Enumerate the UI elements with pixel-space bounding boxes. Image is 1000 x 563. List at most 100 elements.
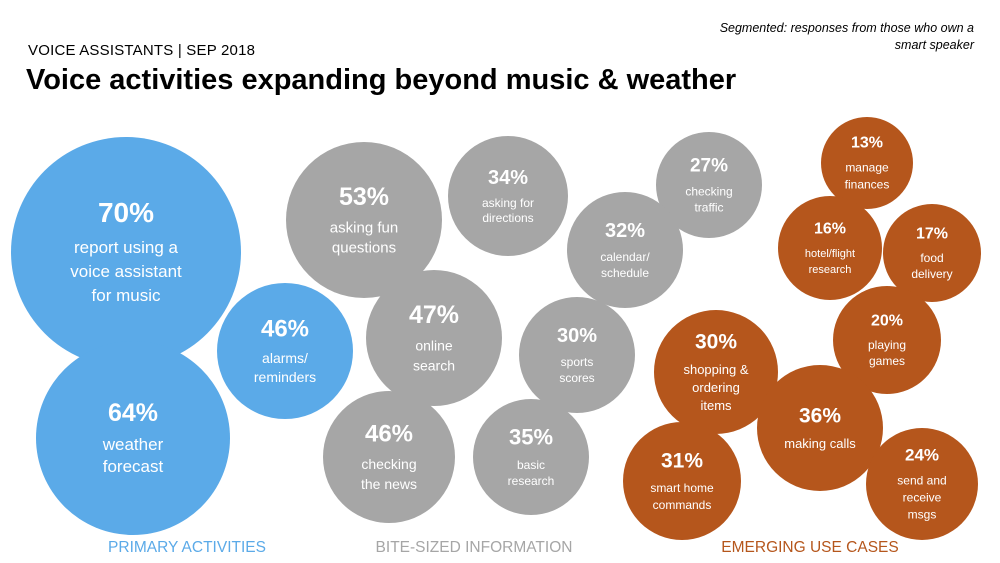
bubble-circle [833, 286, 941, 394]
bubble-circle [654, 310, 778, 434]
bubble: 31% smart home commands [623, 422, 741, 540]
bubble-circle [473, 399, 589, 515]
bubble-value-label: 53% [339, 183, 389, 211]
bubble-activity-label: commands [653, 498, 712, 512]
bubble-value-label: 47% [409, 301, 459, 329]
bubble-activity-label: alarms/ [262, 350, 308, 366]
bubble-activity-label: research [809, 264, 852, 276]
bubble-activity-label: basic [517, 458, 545, 472]
bubble-value-label: 46% [261, 315, 309, 342]
bubble-value-label: 16% [814, 221, 846, 238]
segment-note: Segmented: responses from those who own … [719, 21, 974, 52]
bubble-activity-label: scores [559, 371, 594, 385]
bubble: 17% food delivery [883, 204, 981, 302]
bubble-activity-label: traffic [694, 200, 723, 214]
bubble-circle [778, 196, 882, 300]
bubble-activity-label: directions [482, 211, 533, 225]
bubble-value-label: 31% [661, 449, 703, 472]
bubble-value-label: 30% [557, 325, 597, 347]
bubble-value-label: 32% [605, 220, 645, 242]
bubble-activity-label: schedule [601, 266, 649, 280]
bubble: 36% making calls [757, 365, 883, 491]
bubble-circle [567, 192, 683, 308]
bubble-value-label: 36% [799, 404, 841, 427]
category-label-primary: PRIMARY ACTIVITIES [108, 539, 266, 556]
bubble: 30% sports scores [519, 297, 635, 413]
category-label-bite-sized: BITE-SIZED INFORMATION [375, 539, 573, 556]
bubble-value-label: 64% [108, 399, 158, 427]
bubble-activity-label: food [920, 251, 943, 265]
bubble-activity-label: calendar/ [600, 250, 650, 264]
bubble-circle [623, 422, 741, 540]
bubble-activity-label: voice assistant [70, 262, 182, 281]
bubble-activity-label: shopping & [683, 362, 748, 377]
bubble: 27% checking traffic [656, 132, 762, 238]
bubble-activity-label: the news [361, 476, 417, 492]
bubble-circle [757, 365, 883, 491]
bubble: 35% basic research [473, 399, 589, 515]
bubble-activity-label: reminders [254, 369, 316, 385]
eyebrow-label: VOICE ASSISTANTS | SEP 2018 [28, 42, 256, 59]
bubble-circle [11, 137, 241, 367]
bubble-activity-label: smart home [650, 481, 714, 495]
bubble: 13% manage finances [821, 117, 913, 209]
bubble: 30% shopping & ordering items [654, 310, 778, 434]
bubble-value-label: 46% [365, 420, 413, 447]
bubble-value-label: 20% [871, 313, 903, 330]
bubble-activity-label: report using a [74, 238, 178, 257]
bubble: 64% weather forecast [36, 341, 230, 535]
bubble-circle [36, 341, 230, 535]
bubble-activity-label: sports [561, 355, 594, 369]
bubble: 32% calendar/schedule [567, 192, 683, 308]
bubble-activity-label: search [413, 358, 455, 374]
bubble-activity-label: checking [685, 184, 732, 198]
bubble-activity-label: receive [903, 491, 942, 505]
bubble-value-label: 24% [905, 445, 939, 464]
bubble-activity-label: games [869, 354, 905, 368]
bubble-activity-label: for music [92, 286, 161, 305]
bubble-value-label: 35% [509, 425, 553, 450]
bubble-circle [323, 391, 455, 523]
bubble-circle [883, 204, 981, 302]
bubble-activity-label: finances [845, 178, 890, 192]
bubble-activity-label: asking for [482, 196, 534, 210]
bubble-activity-label: checking [361, 456, 416, 472]
bubble: 16% hotel/flight research [778, 196, 882, 300]
bubble-circle [366, 270, 502, 406]
bubble-activity-label: hotel/flight [805, 248, 855, 260]
bubble: 46% checking the news [323, 391, 455, 523]
bubble-value-label: 27% [690, 156, 728, 177]
bubble-value-label: 13% [851, 135, 883, 152]
bubble-circle [519, 297, 635, 413]
bubble: 24% send and receive msgs [866, 428, 978, 540]
page-title: Voice activities expanding beyond music … [26, 64, 737, 96]
bubble-circle [217, 283, 353, 419]
bubble-activity-label: forecast [103, 457, 164, 476]
bubble-circle [821, 117, 913, 209]
bubble-activity-label: making calls [784, 436, 856, 451]
bubble-value-label: 17% [916, 226, 948, 243]
bubble: 20% playing games [833, 286, 941, 394]
bubble-activity-label: items [700, 398, 732, 413]
bubble-value-label: 70% [98, 197, 154, 228]
bubble-activity-label: questions [332, 240, 396, 257]
bubble-activity-label: send and [897, 474, 946, 488]
bubble-activity-label: delivery [911, 267, 952, 281]
bubble-activity-label: online [415, 338, 453, 354]
bubble-activity-label: research [508, 474, 555, 488]
bubble-circle [448, 136, 568, 256]
bubble: 53% asking fun questions [286, 142, 442, 298]
bubble-activity-label: playing [868, 338, 906, 352]
bubble-circle [866, 428, 978, 540]
category-label-emerging: EMERGING USE CASES [721, 539, 899, 556]
bubble-value-label: 34% [488, 167, 528, 189]
bubble: 70% report using a voice assistant for musi… [11, 137, 241, 367]
bubble-circle [656, 132, 762, 238]
bubble-activity-label: ordering [692, 380, 740, 395]
bubble-activity-label: weather [102, 435, 164, 454]
bubble: 46% alarms/reminders [217, 283, 353, 419]
bubble-activity-label: msgs [908, 508, 937, 522]
bubble: 47% online search [366, 270, 502, 406]
